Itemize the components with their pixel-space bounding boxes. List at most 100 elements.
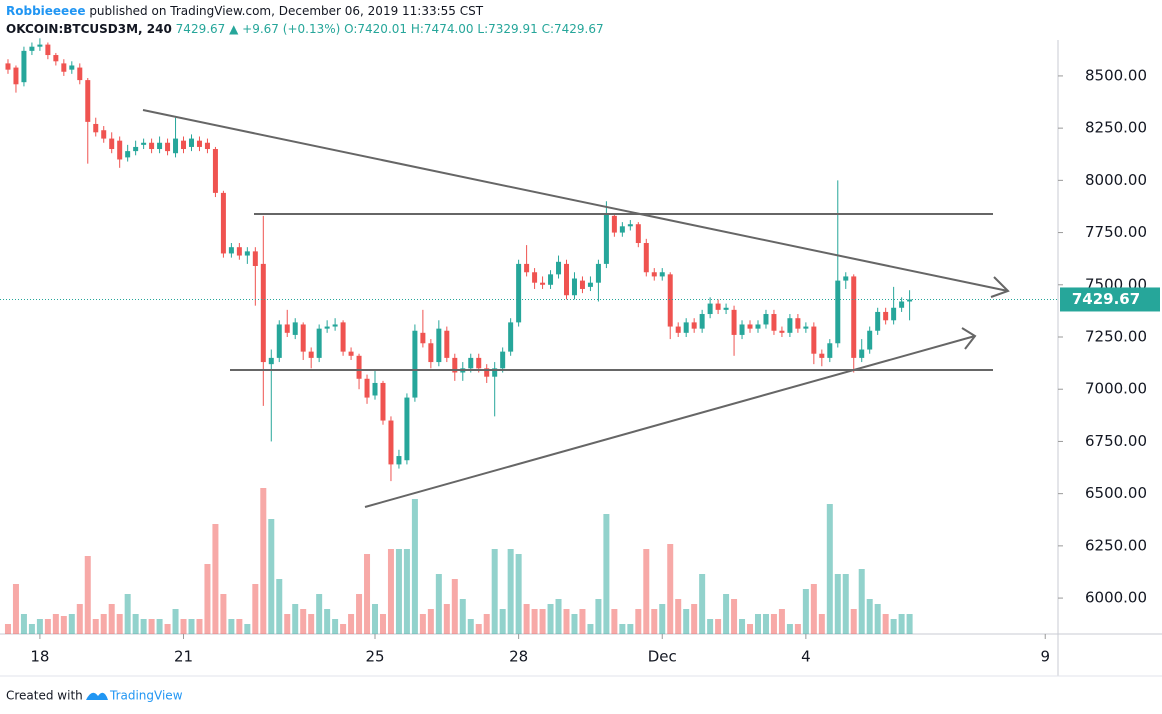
volume-bar [28,624,35,634]
arrow-head [961,327,977,350]
volume-bar [507,549,514,634]
volume-bar [116,614,123,634]
volume-bar [595,599,602,634]
candle-body [659,272,665,277]
candle-body [835,280,841,344]
candle-body [204,142,210,150]
x-tick-label: 21 [174,648,193,666]
candle-body [404,397,410,461]
y-tick-label: 6500.00 [1085,484,1147,502]
footer-brand[interactable]: TradingView [109,689,183,703]
candle-body [851,276,857,358]
volume-bar [451,579,458,634]
candle-body [611,215,617,233]
candle-body [556,261,562,275]
volume-bar [547,604,554,634]
candle-body [651,272,657,277]
volume-bar [539,609,546,634]
volume-bar [220,594,227,634]
volume-bar [858,569,865,634]
candle-body [771,314,777,331]
candle-body [476,357,482,369]
candle-body [755,324,761,329]
volume-bar [372,604,379,634]
candle-body [532,272,538,283]
candle-body [380,382,386,421]
candle-body [739,324,745,335]
candle-body [324,326,330,329]
x-tick-label: 18 [30,648,49,666]
x-tick-label: 9 [1040,648,1050,666]
volume-bar [651,609,658,634]
trend-line [142,109,1009,292]
candle-body [236,247,242,256]
volume-bar [659,604,666,634]
candle-body [444,330,450,358]
candle-body [85,80,91,122]
candle-body [564,263,570,296]
volume-bar [691,604,698,634]
logo [86,692,108,700]
volume-bar [619,624,626,634]
candle-body [252,251,258,266]
volume-bar [364,554,371,634]
y-tick-label: 7250.00 [1085,328,1147,346]
y-tick-label: 6000.00 [1085,589,1147,607]
candle-body [388,420,394,465]
candle-body [907,299,913,302]
volume-bar [834,574,841,634]
volume-bar [842,574,849,634]
volume-bar [395,549,402,634]
candle-body [587,282,593,287]
candle-body [516,263,522,323]
volume-bar [300,609,307,634]
candle-body [843,276,849,281]
volume-bar [348,614,355,634]
candle-body [428,343,434,363]
volume-bar [276,579,283,634]
candle-body [452,357,458,373]
candle-body [188,138,194,147]
y-tick-label: 6250.00 [1085,536,1147,554]
volume-bar [571,614,578,634]
candle-body [891,307,897,321]
volume-bar [635,609,642,634]
volume-bar [643,549,650,634]
candle-body [268,357,274,365]
candle-body [675,326,681,333]
volume-bar [44,619,51,634]
volume-bar [683,609,690,634]
candle-body [109,138,115,150]
candle-body [787,318,793,333]
candle-body [284,324,290,333]
volume-bar [204,564,211,634]
volume-bar [786,624,793,634]
candle-body [244,251,250,256]
volume-bar [499,609,506,634]
candle-body [436,328,442,363]
volume-bar [379,614,386,634]
footer-created: Created with [6,689,83,703]
volume-bar [268,519,275,634]
candle-body [260,263,266,363]
candle-body [348,351,354,356]
arrow-head [990,276,1010,298]
volume-bar [332,619,339,634]
volume-bar [124,594,131,634]
volume-bar [707,619,714,634]
candle-body [468,357,474,369]
y-tick-label: 7000.00 [1085,380,1147,398]
author[interactable]: Robbieeeee [6,4,86,18]
volume-bar [36,619,43,634]
volume-bar [68,614,75,634]
volume-bar [340,624,347,634]
candle-body [492,368,498,377]
volume-bar [762,614,769,634]
volume-bar [818,614,825,634]
candle-body [420,332,426,344]
candle-body [715,303,721,310]
volume-bar [515,554,522,634]
volume-bar [92,619,99,634]
candle-body [779,330,785,333]
